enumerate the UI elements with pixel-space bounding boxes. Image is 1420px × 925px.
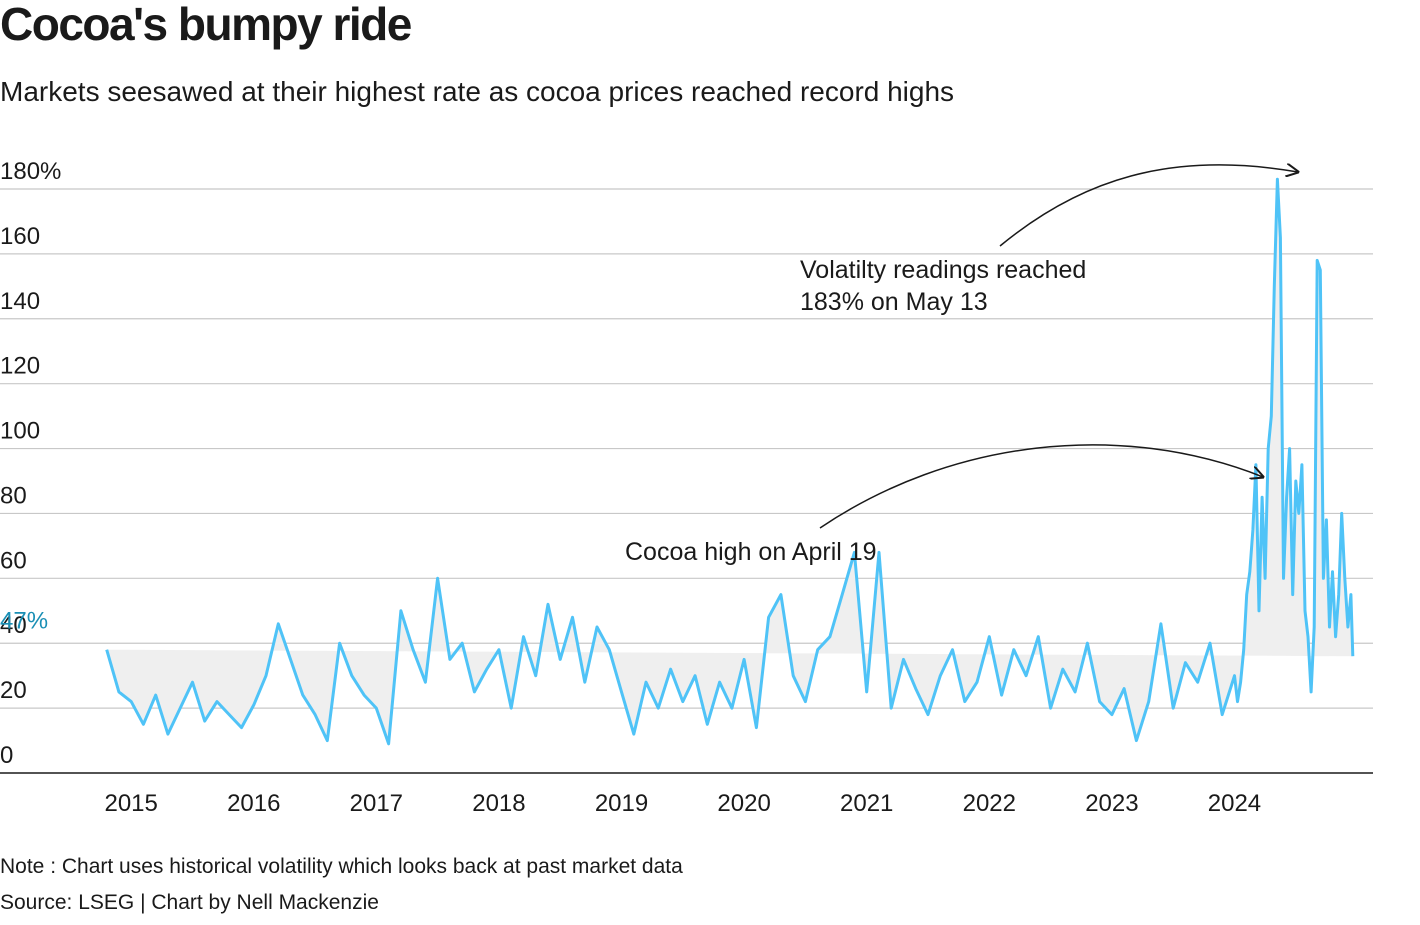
y-tick-label: 140 [0, 288, 40, 315]
plot: 0 20 40 60 80 100 120 140 160 180% 47% 2015 2016 2017… [0, 158, 1373, 817]
x-tick-label: 2016 [227, 790, 280, 817]
x-tick-label: 2021 [840, 790, 893, 817]
area [106, 179, 1353, 744]
line [105, 177, 1355, 746]
y-tick-label: 20 [0, 677, 27, 704]
source: Source: LSEG | Chart by Nell Mackenzie [0, 891, 379, 914]
y-tick-label: 60 [0, 547, 27, 574]
note: Note : Chart uses historical volatility … [0, 855, 683, 878]
arrow [999, 165, 1298, 247]
x-tick-label: 2020 [717, 790, 770, 817]
x-tick-label: 2019 [595, 790, 648, 817]
x-tick-label: 2017 [350, 790, 403, 817]
y-tick-label: 80 [0, 482, 27, 509]
annotation: Cocoa high on April 19 [625, 538, 877, 566]
y-tick-label: 100 [0, 418, 40, 445]
x-tick-label: 2018 [472, 790, 525, 817]
x-tick-label: 2015 [104, 790, 157, 817]
x-tick-label: 2022 [963, 790, 1016, 817]
end-label: 47% [0, 608, 48, 635]
y-tick-label: 0 [0, 742, 13, 769]
chart-subtitle: Markets seesawed at their highest rate a… [0, 76, 954, 107]
annotation: 183% on May 13 [800, 288, 988, 316]
y-tick-label: 40 [0, 612, 27, 639]
chart-title: Cocoa's bumpy ride [0, 0, 412, 50]
annotation: Volatilty readings reached [800, 256, 1086, 284]
x-tick-label: 2024 [1208, 790, 1261, 817]
y-tick-label: 180% [0, 158, 61, 185]
x-tick-label: 2023 [1085, 790, 1138, 817]
y-tick-label: 160 [0, 223, 40, 250]
y-tick-label: 120 [0, 353, 40, 380]
arrow [819, 444, 1263, 529]
